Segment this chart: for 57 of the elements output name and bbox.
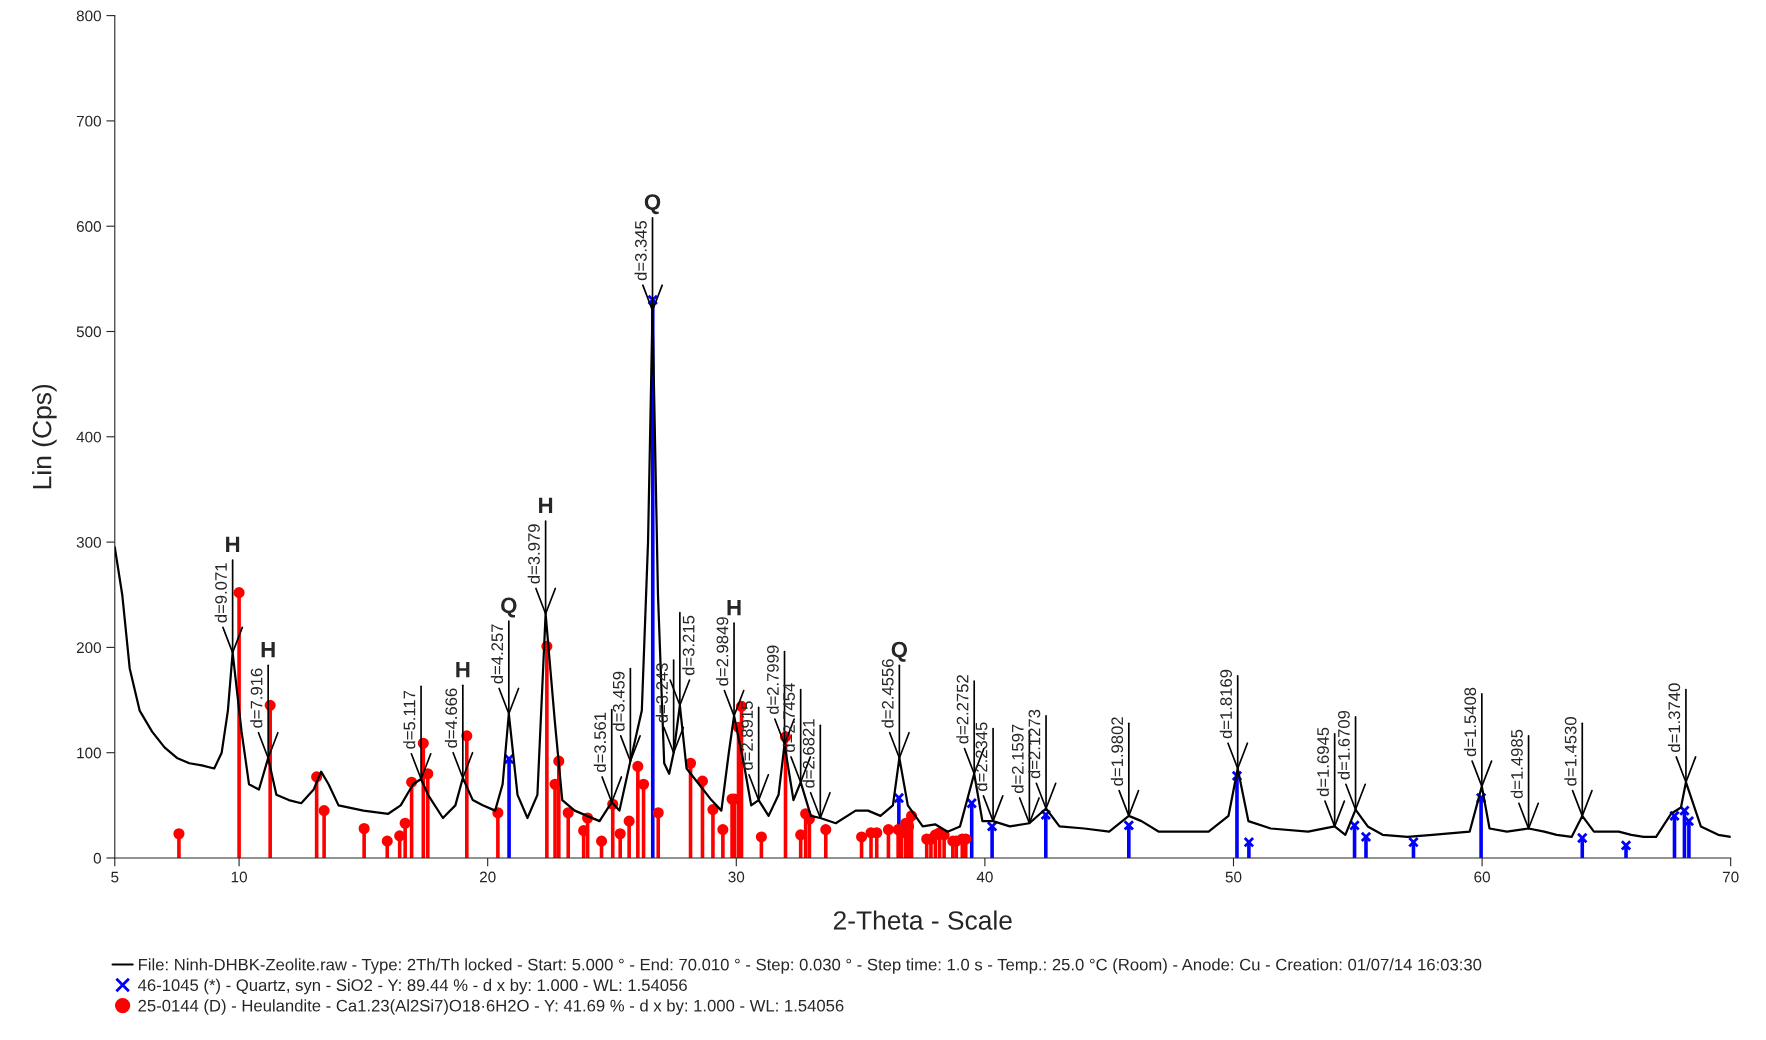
x-tick-label: 40 <box>976 871 993 883</box>
annotation: d=1.5408 <box>1463 687 1477 757</box>
annotation: d=9.071 <box>214 563 227 623</box>
annotation: d=2.1597 <box>1011 724 1024 794</box>
annotation: d=2.2345 <box>975 722 988 791</box>
annotation: d=1.8169 <box>1219 669 1232 739</box>
y-tick-label: 500 <box>76 326 101 338</box>
y-tick-label: 0 <box>93 852 101 864</box>
y-tick-label: 400 <box>76 431 101 443</box>
y-tick-label: 600 <box>76 221 101 232</box>
x-tick-label: 70 <box>1722 871 1739 883</box>
annotation: d=3.459 <box>612 671 625 731</box>
annotation: d=3.561 <box>593 712 607 773</box>
annotation: d=3.345 <box>634 220 647 281</box>
annotation: H <box>727 599 741 616</box>
x-tick-label: 30 <box>728 871 745 883</box>
legend-label: 46-1045 (*) - Quartz, syn - SiO2 - Y: 89.44 % - d x by: 1.000 - WL: 1.54056 <box>138 978 687 995</box>
annotation: d=1.6945 <box>1316 727 1329 797</box>
annotation: d=2.6821 <box>802 719 815 788</box>
annotation: d=1.4985 <box>1510 729 1523 799</box>
annotation: d=4.666 <box>444 688 458 748</box>
annotation: d=2.7999 <box>766 645 779 715</box>
annotation: d=1.6709 <box>1337 710 1350 780</box>
annotation: d=2.9849 <box>716 617 729 686</box>
annotation: d=1.9802 <box>1110 717 1124 786</box>
legend-label: 25-0144 (D) - Heulandite - Ca1.23(Al2Si7)O18·6H2O - Y: 41.69 % - d x by: 1.000 - WL: 1.54056 <box>138 999 844 1015</box>
annotation: H <box>226 536 240 553</box>
annotation: d=3.243 <box>655 663 668 723</box>
annotation: d=4.257 <box>490 624 504 684</box>
annotation: d=1.4530 <box>1564 717 1577 786</box>
annotation: H <box>456 662 470 678</box>
y-axis-title: Lin (Cps) <box>32 384 57 489</box>
annotation: d=1.3740 <box>1667 683 1681 752</box>
y-tick-label: 100 <box>77 747 101 759</box>
annotation: d=7.916 <box>250 668 263 728</box>
annotation: d=3.979 <box>527 524 540 584</box>
annotation: Q <box>501 597 517 618</box>
annotation: d=5.117 <box>403 690 416 749</box>
x-tick-label: 20 <box>479 871 496 883</box>
y-tick-label: 700 <box>76 115 101 127</box>
y-tick-label: 300 <box>76 536 101 548</box>
annotation: Q <box>644 194 661 215</box>
annotation: H <box>261 642 275 658</box>
x-tick-label: 50 <box>1225 871 1242 883</box>
annotation: d=2.2752 <box>956 675 969 744</box>
annotation: d=2.1273 <box>1028 709 1041 779</box>
y-tick-label: 800 <box>76 10 101 22</box>
x-tick-label: 10 <box>231 871 247 883</box>
annotation: d=3.215 <box>682 615 695 676</box>
y-tick-label: 200 <box>76 642 101 654</box>
legend-label: File: Ninh-DHBK-Zeolite.raw - Type: 2Th/Th locked - Start: 5.000 ° - End: 70.010 ° - Step: 0.030 ° - Step time: 1.0 s - Temp.: 25.0 °C (Room) - Anode: Cu - Creation: 01/07/14 16:03:30 <box>138 958 1482 974</box>
x-tick-label: 5 <box>111 871 119 883</box>
annotation: H <box>539 497 553 514</box>
annotation: d=2.8915 <box>740 701 753 770</box>
annotation: d=2.7454 <box>782 683 795 752</box>
x-tick-label: 60 <box>1474 871 1490 883</box>
x-axis-title: 2-Theta - Scale <box>833 910 1012 930</box>
